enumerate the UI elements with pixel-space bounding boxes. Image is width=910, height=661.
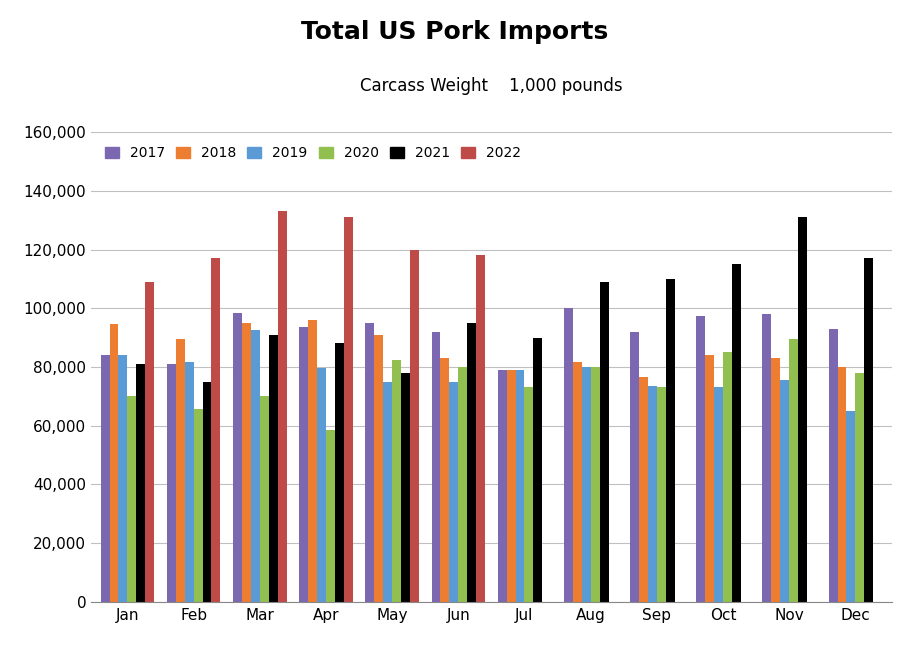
Bar (772, 358, 780, 602)
Bar (666, 279, 674, 602)
Bar (392, 360, 401, 602)
Bar (440, 358, 450, 602)
Bar (242, 323, 251, 602)
Bar (127, 396, 136, 602)
Bar (251, 330, 259, 602)
Bar (459, 367, 467, 602)
Bar (714, 387, 723, 602)
Text: Total US Pork Imports: Total US Pork Imports (301, 20, 609, 44)
Bar (648, 386, 657, 602)
Bar (581, 367, 591, 602)
Bar (789, 339, 798, 602)
Bar (591, 367, 600, 602)
Bar (524, 387, 533, 602)
Bar (185, 362, 194, 602)
Bar (326, 430, 335, 602)
Bar (118, 355, 127, 602)
Bar (146, 282, 154, 602)
Bar (167, 364, 176, 602)
Bar (763, 314, 772, 602)
Title: Carcass Weight    1,000 pounds: Carcass Weight 1,000 pounds (360, 77, 622, 95)
Legend: 2017, 2018, 2019, 2020, 2021, 2022: 2017, 2018, 2019, 2020, 2021, 2022 (98, 139, 528, 167)
Bar (211, 258, 220, 602)
Bar (639, 377, 648, 602)
Bar (194, 409, 203, 602)
Bar (431, 332, 440, 602)
Bar (533, 338, 542, 602)
Bar (401, 373, 410, 602)
Bar (498, 369, 507, 602)
Bar (278, 212, 287, 602)
Bar (299, 327, 308, 602)
Bar (705, 355, 714, 602)
Bar (374, 334, 383, 602)
Bar (723, 352, 732, 602)
Bar (136, 364, 146, 602)
Bar (410, 249, 419, 602)
Bar (516, 369, 524, 602)
Bar (203, 381, 211, 602)
Bar (630, 332, 639, 602)
Bar (829, 329, 837, 602)
Bar (317, 368, 326, 602)
Bar (600, 282, 609, 602)
Bar (176, 339, 185, 602)
Bar (308, 320, 317, 602)
Bar (837, 367, 846, 602)
Bar (846, 411, 855, 602)
Bar (476, 255, 485, 602)
Bar (507, 369, 516, 602)
Bar (780, 380, 789, 602)
Bar (732, 264, 741, 602)
Bar (657, 387, 666, 602)
Bar (864, 258, 874, 602)
Bar (109, 325, 118, 602)
Bar (233, 313, 242, 602)
Bar (268, 334, 278, 602)
Bar (564, 308, 572, 602)
Bar (696, 315, 705, 602)
Bar (101, 355, 109, 602)
Bar (467, 323, 476, 602)
Bar (798, 217, 807, 602)
Bar (365, 323, 374, 602)
Bar (344, 217, 353, 602)
Bar (572, 362, 581, 602)
Bar (855, 373, 864, 602)
Bar (259, 396, 268, 602)
Bar (450, 381, 459, 602)
Bar (335, 344, 344, 602)
Bar (383, 381, 392, 602)
